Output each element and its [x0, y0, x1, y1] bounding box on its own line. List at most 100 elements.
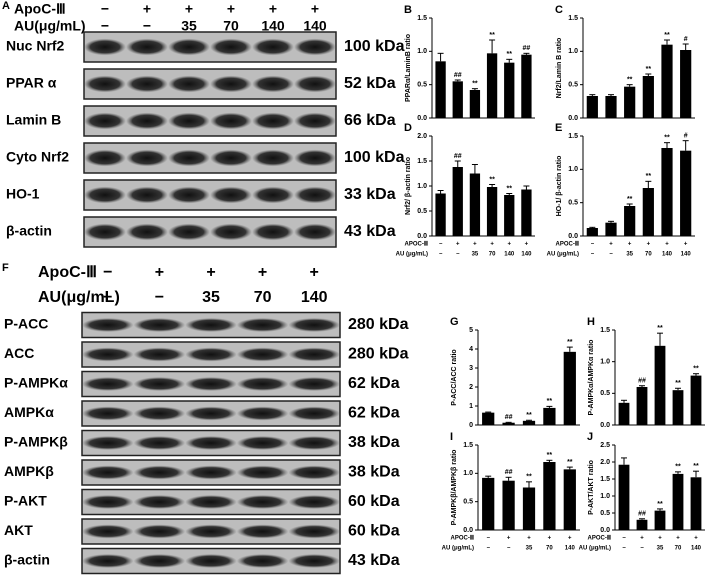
panel-letter: A [2, 0, 10, 12]
bar [642, 76, 654, 118]
x-row-label: APOC-Ⅲ [405, 241, 428, 248]
y-tick-label: 1.0 [568, 166, 578, 173]
bar [435, 61, 446, 118]
blot-size: 60 kDa [348, 523, 400, 540]
bar [521, 54, 532, 118]
blot-size: 43 kDa [344, 223, 396, 240]
blot-band [288, 318, 341, 332]
y-tick-label: 0.0 [600, 422, 610, 429]
header-value: − [155, 289, 164, 306]
blot-band [236, 524, 289, 539]
x-row-value: + [676, 536, 680, 542]
blot-band [82, 406, 134, 421]
x-row-value: 140 [691, 546, 702, 552]
significance: ** [526, 474, 532, 481]
x-row-value: 140 [504, 252, 515, 258]
y-axis-label: P-AMPKα/AMPKα ratio [588, 340, 595, 416]
blot-name: AMPKα [4, 404, 54, 420]
blot-band [294, 38, 336, 56]
bar [563, 469, 576, 530]
significance: ## [505, 414, 513, 421]
bar [624, 206, 636, 236]
bar [680, 150, 692, 236]
panel-letter: D [404, 122, 412, 134]
y-tick-label: 1.5 [568, 133, 578, 140]
x-row-value: + [640, 536, 644, 542]
y-tick-label: 1.0 [600, 493, 610, 500]
x-row-value: + [684, 242, 688, 248]
significance: ** [567, 339, 573, 346]
bar [680, 50, 692, 118]
blot-name: β-actin [4, 552, 50, 568]
bar [522, 420, 536, 425]
y-tick-label: 0.5 [463, 499, 473, 506]
bar [486, 53, 498, 119]
blot-size: 66 kDa [344, 112, 396, 129]
x-row-value: − [609, 252, 613, 258]
x-row-label: AU (μg/mL) [396, 252, 428, 258]
significance: # [684, 133, 688, 140]
significance: ## [454, 72, 462, 79]
bar [661, 44, 673, 118]
x-row-value: 70 [645, 252, 652, 258]
header-value: + [258, 264, 267, 281]
y-tick-label: 0.5 [568, 82, 578, 89]
blot-band [168, 223, 210, 241]
x-row-value: − [622, 546, 626, 552]
blot-band [288, 524, 341, 539]
bar [636, 387, 648, 425]
blot-name: P-ACC [4, 316, 48, 332]
header-value: − [143, 18, 151, 34]
header-value: + [269, 1, 277, 17]
header-value: − [103, 289, 112, 306]
x-row-value: + [658, 536, 662, 542]
bar [605, 96, 617, 118]
blot-band [133, 347, 186, 362]
blot-name: P-AMPKβ [4, 434, 68, 450]
x-row-value: − [640, 546, 644, 552]
y-tick-label: 0.5 [568, 200, 578, 207]
blot-name: β-actin [6, 223, 52, 239]
x-row-value: − [456, 252, 460, 258]
blot-band [236, 465, 289, 480]
x-row-value: + [456, 242, 460, 248]
blot-band [288, 465, 341, 480]
bar [522, 487, 536, 530]
y-tick-label: 1.5 [568, 15, 578, 22]
blot-size: 280 kDa [348, 346, 409, 363]
blot-band [133, 406, 186, 421]
y-tick-label: 0.5 [417, 82, 427, 89]
blot-band [210, 112, 252, 130]
blot-band [84, 112, 126, 130]
significance: ** [646, 173, 652, 180]
x-row-value: + [490, 242, 494, 248]
blot-band [236, 318, 289, 332]
blot-band [133, 524, 186, 539]
significance: ** [526, 412, 532, 419]
bar [690, 375, 702, 425]
x-row-value: 70 [675, 546, 682, 552]
x-row-value: 70 [489, 252, 496, 258]
x-row-value: + [473, 242, 477, 248]
blot-name: HO-1 [6, 186, 40, 202]
blot-band [126, 186, 168, 204]
blot-size: 38 kDa [348, 464, 400, 481]
bar [486, 187, 498, 236]
header-value: 70 [223, 18, 239, 34]
blot-band [82, 554, 134, 568]
blot-band [168, 149, 210, 167]
x-row-value: 140 [662, 252, 673, 258]
significance: ## [638, 378, 646, 385]
blot-name: P-AMPKα [4, 375, 68, 391]
blot-size: 52 kDa [344, 75, 396, 92]
x-row-value: 140 [565, 546, 576, 552]
bar [469, 90, 481, 118]
significance: ** [547, 452, 553, 459]
header-value: + [311, 1, 319, 17]
blot-band [82, 436, 134, 450]
blot-band [294, 75, 336, 93]
blot-band [185, 465, 237, 480]
y-tick-label: 3 [469, 365, 473, 372]
panel-letter: E [555, 122, 562, 134]
